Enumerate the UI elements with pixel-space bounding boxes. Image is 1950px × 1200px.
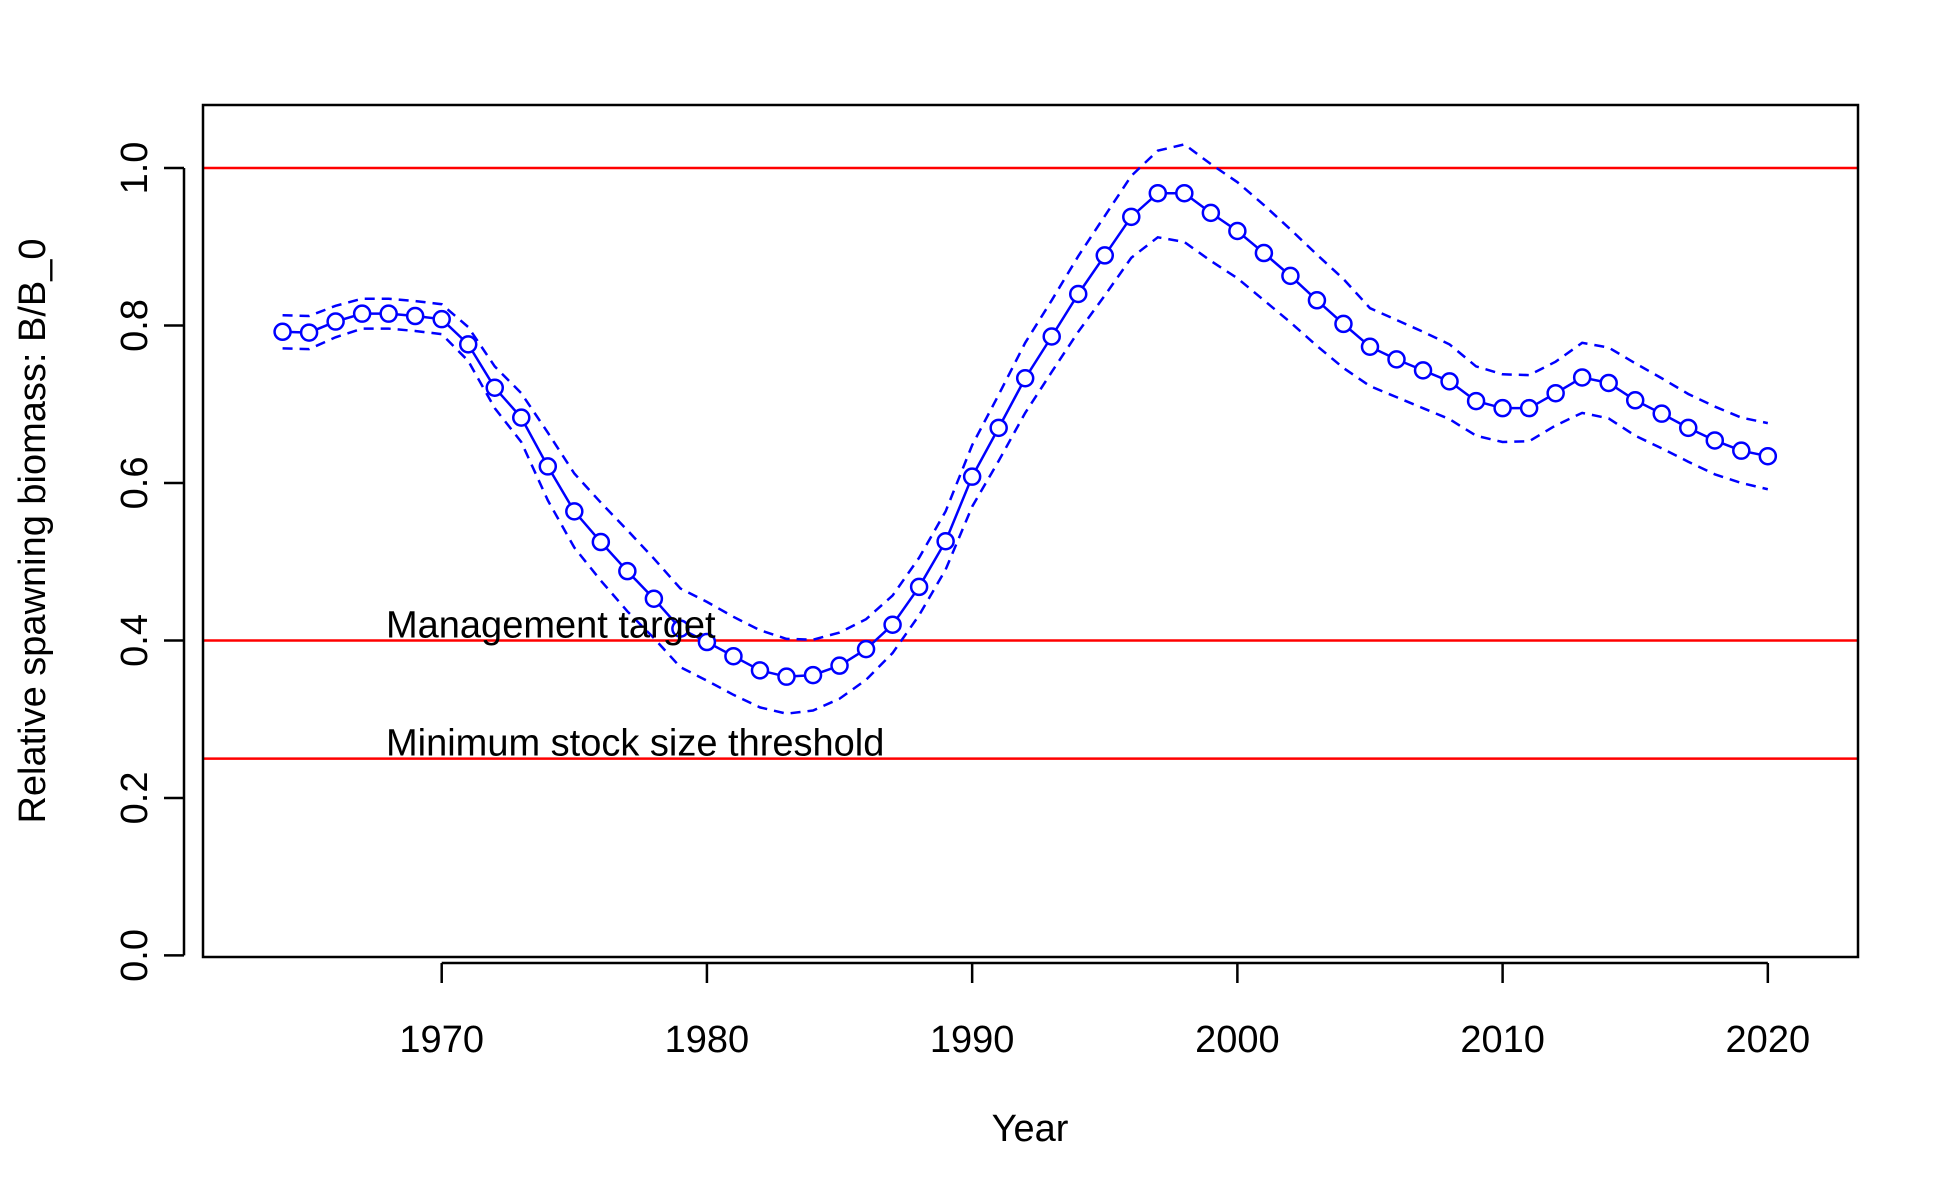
data-point xyxy=(1015,368,1035,388)
y-tick-label: 0.4 xyxy=(114,614,156,667)
y-tick-label: 1.0 xyxy=(114,142,156,195)
reference-lines-layer xyxy=(203,166,1858,760)
x-tick-label: 2000 xyxy=(1195,1019,1280,1061)
y-tick-label: 0.0 xyxy=(114,929,156,982)
data-point xyxy=(671,619,690,638)
x-tick-label: 1970 xyxy=(399,1019,484,1061)
data-point xyxy=(565,502,584,521)
x-tick-label: 2010 xyxy=(1460,1019,1545,1061)
data-point xyxy=(1122,207,1141,227)
y-tick-label: 0.6 xyxy=(114,457,156,510)
data-point xyxy=(1360,337,1380,356)
data-point xyxy=(777,667,796,686)
data-point xyxy=(432,309,451,329)
data-point xyxy=(909,577,929,597)
data-point xyxy=(1493,398,1512,418)
x-tick-label: 1980 xyxy=(665,1019,750,1061)
data-point xyxy=(1572,368,1592,387)
x-tick-label: 2020 xyxy=(1726,1019,1811,1061)
data-point xyxy=(1175,183,1194,203)
data-point xyxy=(1387,350,1406,369)
data-point xyxy=(1068,284,1088,304)
data-point xyxy=(1758,446,1778,466)
x-tick-label: 1990 xyxy=(930,1019,1015,1061)
series-layer xyxy=(273,143,1778,715)
data-point xyxy=(1599,373,1618,393)
data-point xyxy=(352,304,372,323)
data-point xyxy=(724,646,743,666)
data-point xyxy=(1705,431,1725,450)
data-point xyxy=(538,457,558,476)
data-point xyxy=(1679,418,1698,438)
y-axis-title: Relative spawning biomass: B/B_0 xyxy=(12,238,54,823)
data-point xyxy=(1254,243,1274,263)
data-point xyxy=(326,312,345,331)
annotation-label: Management target xyxy=(386,604,716,646)
data-point xyxy=(1201,203,1221,223)
data-point xyxy=(962,467,982,486)
data-point xyxy=(405,306,425,326)
data-point xyxy=(1334,314,1353,334)
data-point xyxy=(830,656,849,675)
data-point xyxy=(1466,391,1486,411)
data-point xyxy=(989,418,1008,438)
data-point xyxy=(1625,391,1645,410)
data-point xyxy=(750,661,770,680)
data-point xyxy=(1440,372,1459,391)
plot-frame xyxy=(201,103,1860,959)
data-point xyxy=(1413,361,1433,380)
data-point xyxy=(1732,441,1751,460)
data-point xyxy=(1519,398,1539,418)
y-axis: 0.0 0.2 0.4 0.6 0.8 1.0 xyxy=(114,142,186,982)
data-point xyxy=(299,323,319,342)
data-point xyxy=(936,531,955,551)
data-point xyxy=(1652,404,1671,423)
upper-bound-line xyxy=(282,143,1769,641)
data-point xyxy=(1307,291,1327,310)
data-point xyxy=(618,561,637,581)
annotation-label: Minimum stock size threshold xyxy=(386,723,884,765)
data-point xyxy=(591,532,611,552)
lower-bound-line xyxy=(282,235,1769,715)
data-point xyxy=(1042,327,1061,346)
data-point xyxy=(883,615,902,634)
data-point xyxy=(512,408,531,427)
annotations-layer: Management target Minimum stock size thre… xyxy=(386,604,884,764)
data-point xyxy=(803,665,823,685)
y-tick-label: 0.2 xyxy=(114,772,156,825)
y-tick-label: 0.8 xyxy=(114,299,156,352)
data-point xyxy=(644,589,664,608)
x-axis-title: Year xyxy=(992,1108,1069,1150)
data-point xyxy=(1281,266,1300,286)
data-point xyxy=(379,304,398,323)
data-point xyxy=(1148,183,1168,203)
data-point xyxy=(697,632,717,652)
x-axis: 1970 1980 1990 2000 2010 2020 xyxy=(399,961,1811,1061)
data-point xyxy=(458,335,478,354)
data-point xyxy=(1546,383,1565,403)
data-point xyxy=(273,322,292,342)
data-point xyxy=(1095,246,1115,265)
data-point xyxy=(856,639,876,659)
data-point xyxy=(1228,221,1247,241)
data-point xyxy=(485,378,504,397)
